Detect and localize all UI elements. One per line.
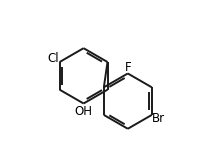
Text: Cl: Cl (48, 52, 59, 65)
Text: F: F (125, 61, 131, 74)
Text: Br: Br (152, 112, 165, 125)
Text: OH: OH (75, 105, 93, 118)
